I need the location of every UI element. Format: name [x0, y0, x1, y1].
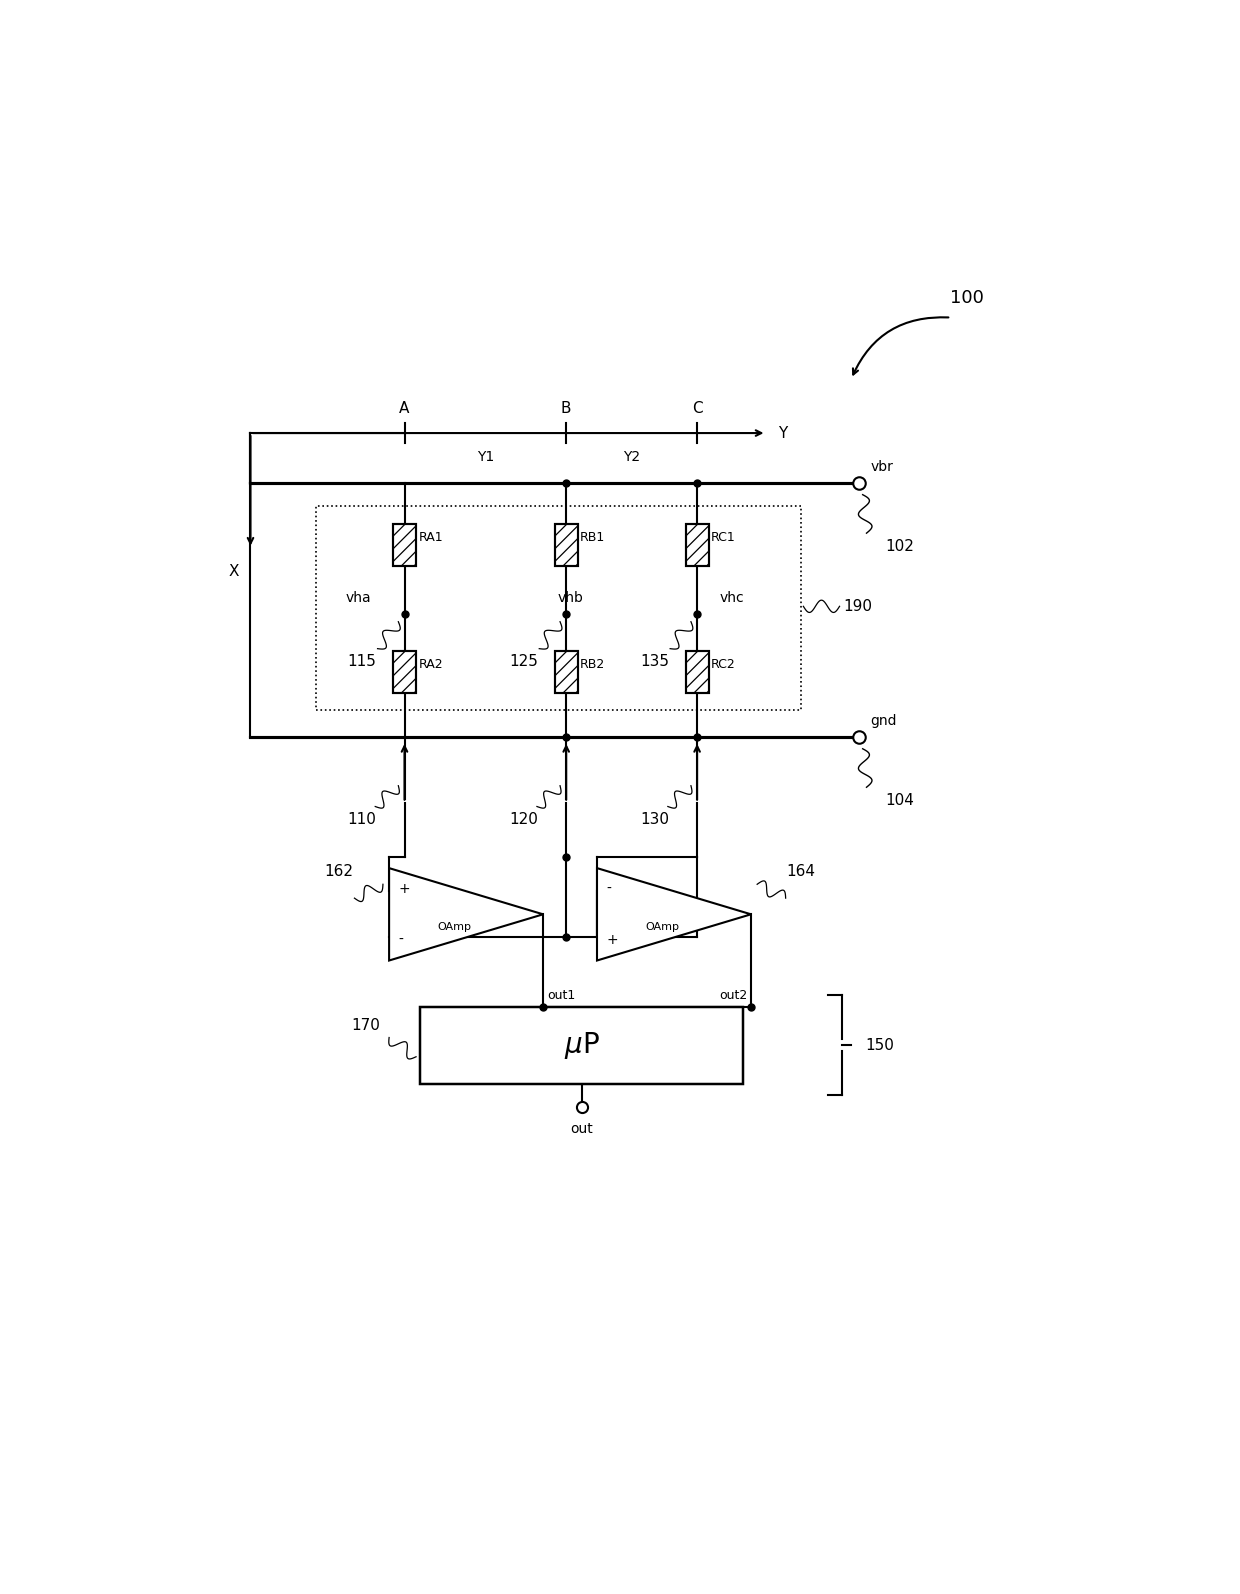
Text: out1: out1	[547, 990, 575, 1003]
Text: -: -	[606, 881, 611, 896]
Text: vha: vha	[346, 591, 371, 604]
Text: OAmp: OAmp	[438, 921, 471, 932]
Bar	[686, 523, 708, 566]
Text: 115: 115	[347, 654, 377, 669]
Bar	[554, 523, 578, 566]
Bar	[686, 523, 708, 566]
Text: RA2: RA2	[418, 658, 443, 671]
Text: vhc: vhc	[719, 591, 744, 604]
Text: -: -	[398, 932, 403, 947]
Bar	[554, 523, 578, 566]
Text: RC1: RC1	[711, 531, 735, 544]
Text: 125: 125	[510, 654, 538, 669]
Text: +: +	[606, 932, 618, 947]
Bar	[393, 523, 417, 566]
Text: 135: 135	[640, 654, 670, 669]
Bar	[393, 523, 417, 566]
Polygon shape	[596, 869, 751, 961]
Text: RB2: RB2	[580, 658, 605, 671]
Text: gnd: gnd	[870, 714, 897, 728]
Text: 170: 170	[352, 1019, 381, 1033]
Text: 120: 120	[510, 811, 538, 827]
Text: X: X	[228, 564, 239, 579]
Text: 164: 164	[786, 864, 816, 880]
Text: vbr: vbr	[870, 461, 893, 473]
Text: 150: 150	[866, 1038, 894, 1052]
Text: 190: 190	[843, 599, 873, 614]
Text: RB1: RB1	[580, 531, 605, 544]
Bar	[393, 650, 417, 693]
Text: 110: 110	[347, 811, 377, 827]
Text: 162: 162	[325, 864, 353, 880]
Bar	[686, 650, 708, 693]
Bar	[316, 507, 801, 711]
Text: 104: 104	[885, 792, 915, 808]
Text: RC2: RC2	[711, 658, 735, 671]
Text: 100: 100	[950, 289, 983, 308]
Text: Y1: Y1	[476, 450, 494, 464]
Text: RA1: RA1	[418, 531, 443, 544]
Text: B: B	[560, 402, 572, 416]
Text: $\mu$P: $\mu$P	[564, 1030, 599, 1060]
Text: Y: Y	[777, 426, 787, 440]
Bar	[686, 650, 708, 693]
Text: A: A	[399, 402, 409, 416]
Text: +: +	[398, 881, 410, 896]
Text: Y2: Y2	[622, 450, 640, 464]
Bar	[554, 650, 578, 693]
Polygon shape	[389, 869, 543, 961]
Text: 130: 130	[640, 811, 670, 827]
Bar	[393, 650, 417, 693]
Text: out: out	[570, 1122, 593, 1137]
Text: vhb: vhb	[557, 591, 583, 604]
Text: OAmp: OAmp	[646, 921, 680, 932]
Bar	[554, 650, 578, 693]
Text: 102: 102	[885, 539, 915, 553]
Text: out2: out2	[719, 990, 748, 1003]
Bar	[420, 1007, 743, 1084]
Text: C: C	[692, 402, 702, 416]
